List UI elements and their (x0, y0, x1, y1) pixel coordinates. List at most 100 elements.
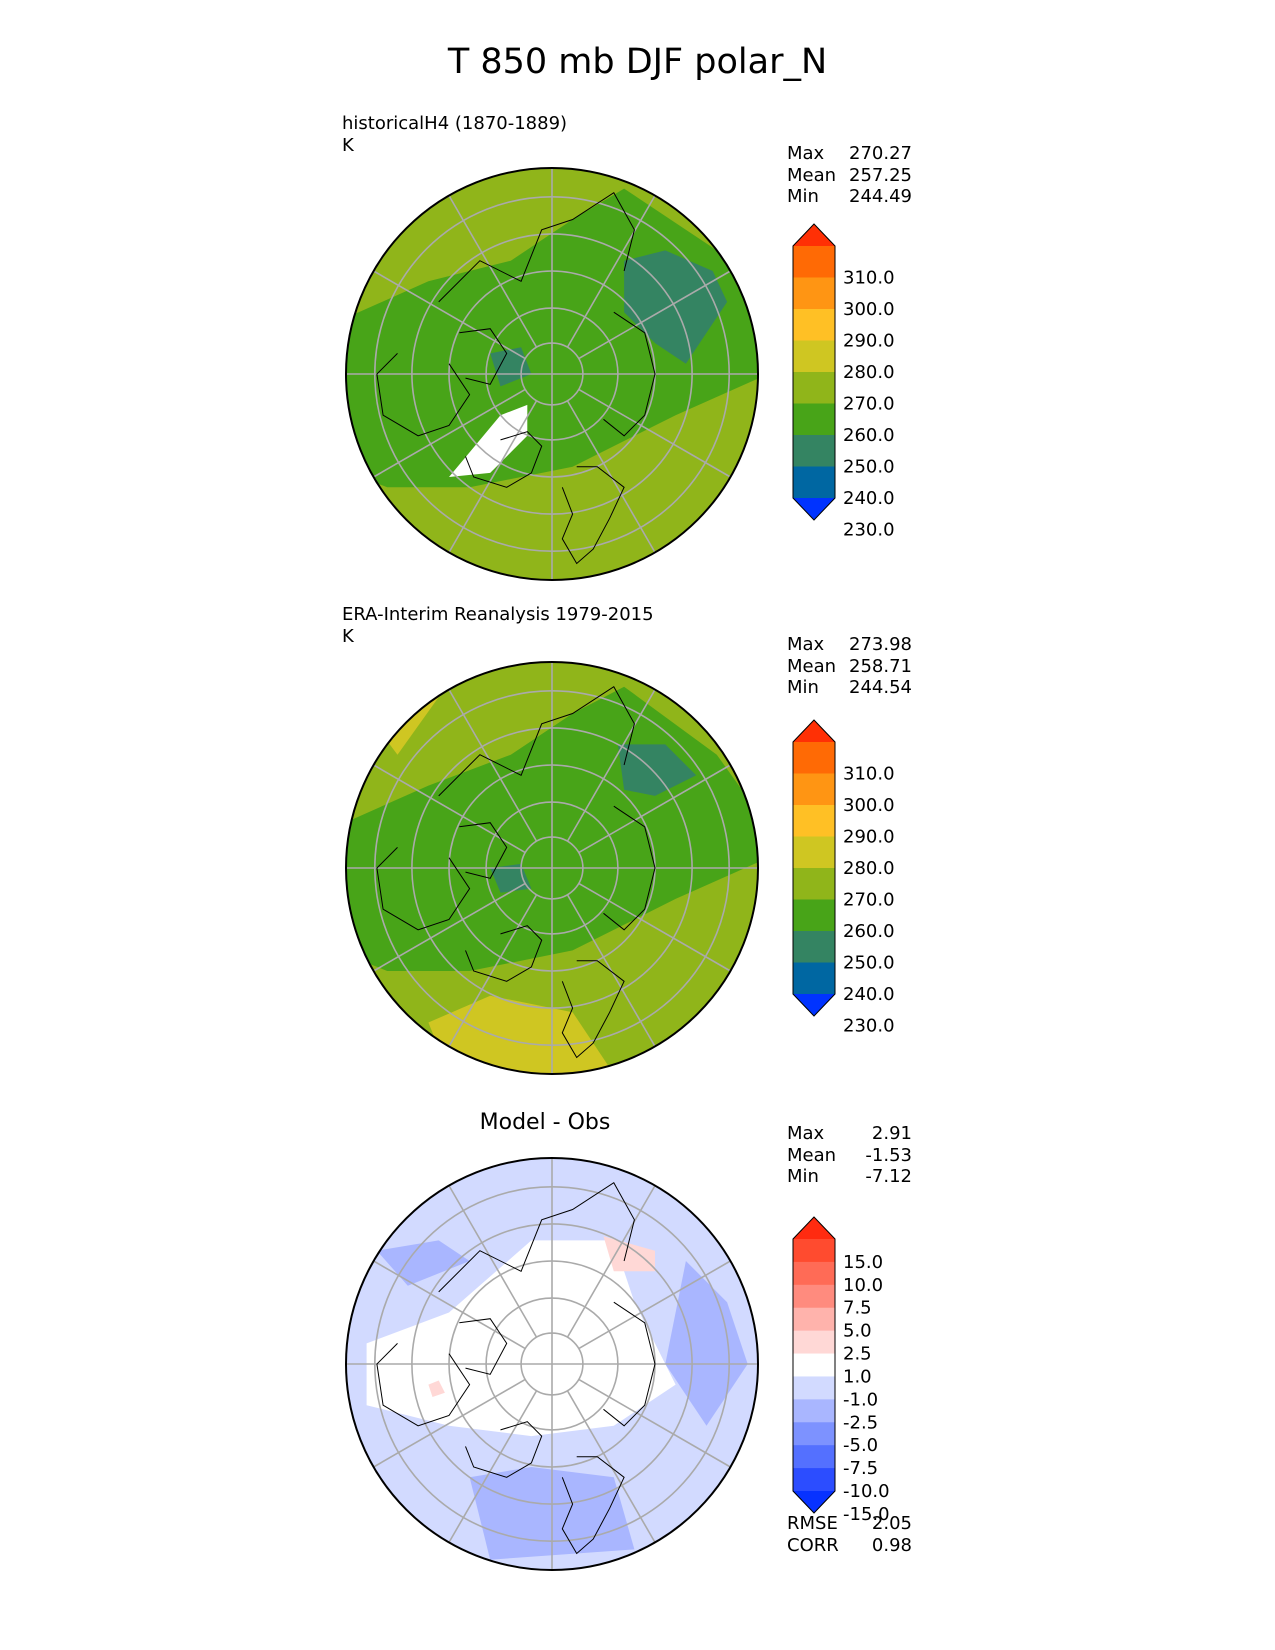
stat-mean: Mean 257.25 (787, 164, 912, 186)
map-field (346, 1158, 758, 1570)
contour-region (665, 1261, 748, 1426)
colorbar-tick-label: 240.0 (843, 984, 895, 1005)
colorbar-box (793, 1239, 835, 1263)
map-boundary (345, 1157, 759, 1571)
meridian-line (566, 195, 656, 348)
contour-region (428, 1380, 445, 1397)
coastline (465, 431, 543, 488)
stat-max: Max 273.98 (787, 634, 912, 655)
metric-corr: CORR 0.98 (787, 1534, 912, 1556)
colorbar-tick-label: 15.0 (843, 1252, 883, 1273)
coastline (465, 1421, 543, 1478)
colorbar-tick-label: 260.0 (843, 921, 895, 942)
stat-min: Min -7.12 (787, 1166, 912, 1187)
colorbar-tick-label: 7.5 (843, 1298, 872, 1319)
colorbar-extend-max (793, 720, 835, 742)
polar-map-diff (345, 1157, 759, 1571)
meridian-line (373, 388, 526, 478)
coastline (603, 805, 656, 931)
colorbar-tick-label: 280.0 (843, 858, 895, 879)
stat-max: Max 270.27 (787, 143, 912, 164)
coastline (459, 328, 508, 385)
colorbar-box (793, 1261, 835, 1286)
colorbar-outline (792, 1216, 836, 1514)
meridian-line (566, 1390, 656, 1543)
colorbar-tick-label: 250.0 (843, 953, 895, 974)
colorbar-box (793, 1353, 835, 1377)
colorbar-tick-label: -5.0 (843, 1435, 878, 1456)
panel-units-obs: K (342, 626, 354, 647)
contour-region (366, 1240, 676, 1437)
colorbar-tick-label: 310.0 (843, 268, 895, 289)
meridian-line (566, 689, 656, 842)
panel-title-model: historicalH4 (1870-1889) (342, 113, 568, 134)
map-boundary (345, 661, 759, 1075)
colorbar-obs: 310.0 300.0 290.0 280.0 270.0 260.0 250.0 240.0… (792, 719, 895, 1037)
colorbar-tick-label: 300.0 (843, 795, 895, 816)
meridian-line (566, 1185, 656, 1338)
colorbar-extend-min (793, 1491, 835, 1513)
coastline (561, 960, 625, 1059)
main-title: T 850 mb DJF polar_N (447, 42, 828, 82)
panel-units-model: K (342, 135, 354, 156)
colorbar-tick-label: 270.0 (843, 890, 895, 911)
meridian-line (578, 1378, 731, 1468)
colorbar-tick-label: 310.0 (843, 764, 895, 785)
map-field (346, 662, 758, 1074)
map-field (346, 168, 758, 580)
colorbar-tick-label: 290.0 (843, 827, 895, 848)
meridian-line (578, 270, 731, 360)
metric-rmse: RMSE 2.05 (787, 1513, 912, 1534)
meridian-line (578, 388, 731, 478)
polar-map-obs (345, 661, 759, 1075)
colorbar-model: 310.0 300.0 290.0 280.0 270.0 260.0 250.0 240.0… (792, 223, 895, 541)
meridian-line (566, 894, 656, 1047)
meridian-line (578, 882, 731, 972)
colorbar-box (793, 836, 835, 869)
colorbar-tick-label: 230.0 (843, 520, 895, 541)
contour-region (376, 1240, 470, 1286)
colorbar-box (793, 309, 835, 341)
contour-region (428, 995, 614, 1074)
coastline (459, 1318, 508, 1375)
coastline (459, 822, 508, 879)
colorbar-box (793, 899, 835, 932)
colorbar-box (793, 466, 835, 499)
colorbar-tick-label: 260.0 (843, 425, 895, 446)
meridian-line (448, 894, 538, 1047)
colorbar-tick-label: 240.0 (843, 488, 895, 509)
colorbar-tick-label: 1.0 (843, 1366, 872, 1387)
meridian-line (566, 400, 656, 553)
coastline (438, 1181, 635, 1293)
coastline (603, 1301, 656, 1427)
colorbar-tick-label: 270.0 (843, 394, 895, 415)
colorbar-tick-label: -15.0 (843, 1504, 890, 1525)
colorbar-box (793, 773, 835, 806)
colorbar-extend-min (793, 994, 835, 1016)
colorbar-extend-max (793, 1217, 835, 1239)
metrics-diff: RMSE 2.05 CORR 0.98 (787, 1513, 912, 1556)
colorbar-extend-max (793, 224, 835, 246)
coastline (465, 925, 543, 982)
colorbar-box (793, 868, 835, 900)
stat-max: Max 2.91 (787, 1123, 912, 1144)
colorbar-box (793, 805, 835, 837)
colorbar-tick-label: 10.0 (843, 1275, 883, 1296)
meridian-line (448, 1390, 538, 1543)
colorbar-box (793, 1284, 835, 1309)
colorbar-box (793, 435, 835, 467)
stats-obs: Max 273.98 Mean 258.71 Min 244.54 (787, 634, 912, 699)
colorbar-box (793, 1445, 835, 1469)
colorbar-box (793, 340, 835, 373)
meridian-line (448, 689, 538, 842)
colorbar-box (793, 1399, 835, 1423)
colorbar-box (793, 1468, 835, 1492)
colorbar-box (793, 372, 835, 404)
map-boundary (345, 167, 759, 581)
colorbar-box (793, 1307, 835, 1332)
colorbar-tick-label: -10.0 (843, 1481, 890, 1502)
meridian-line (373, 882, 526, 972)
colorbar-outline (792, 719, 836, 1017)
coastline (603, 311, 656, 437)
colorbar-box (793, 931, 835, 963)
